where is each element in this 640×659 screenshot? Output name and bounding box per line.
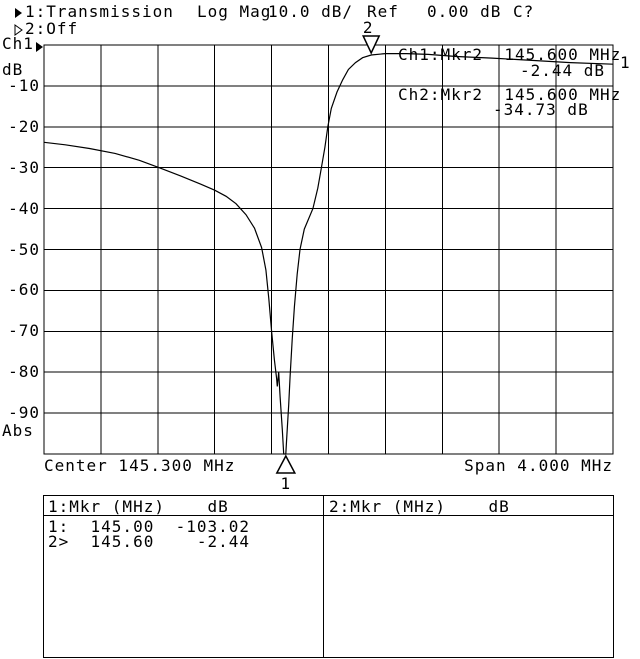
cal-status: C? [513,2,535,21]
trace1-label: 1:Transmission [25,2,174,21]
center-frequency-label: Center 145.300 MHz [44,456,236,475]
left-header-separator [44,515,323,516]
marker-table: 1:Mkr (MHz) dB 2:Mkr (MHz) dB 1: 145.00 … [43,495,614,658]
y-axis-tick-label: -90 [8,403,40,423]
trace2-label: 2:Off [25,19,79,38]
trace1-active-icon [14,6,23,22]
trace-number-label: 1 [620,53,631,72]
ref-value: 0.00 dB [427,2,502,21]
marker-table-row: 2> 145.60 -2.44 [48,532,251,551]
marker-1-label: 1 [281,474,292,493]
y-axis-tick-label: -70 [8,321,40,341]
format-label: Log Mag [197,2,272,21]
right-header-separator [324,515,613,516]
marker-table-divider [323,496,324,657]
channel-label: Ch1 [2,34,34,53]
marker-table-left-rows: 1: 145.00 -103.02 2> 145.60 -2.44 [48,517,251,551]
y-axis-tick-label: -30 [8,157,40,177]
ch2-marker-readout-line2: -34.73 dB [493,100,589,119]
marker-table-right-header: 2:Mkr (MHz) dB [329,497,510,516]
marker-2-symbol [361,35,381,55]
trace2-inactive-icon [14,23,23,39]
marker-table-row: 1: 145.00 -103.02 [48,517,251,536]
scale-per-div: 10.0 dB/ [268,2,354,21]
y-axis-tick-label: -20 [8,116,40,136]
marker-1-symbol [275,454,297,474]
ch2-marker-readout-line1: Ch2:Mkr2 145.600 MHz [398,85,622,104]
ref-label: Ref [367,2,399,21]
ref-position-icon [35,40,44,56]
ch1-marker-readout-line1: Ch1:Mkr2 145.600 MHz [398,45,622,64]
y-axis-tick-label: -80 [8,362,40,382]
y-axis-tick-label: -40 [8,198,40,218]
y-axis-tick-label: -10 [8,75,40,95]
y-axis-unit: dB [2,60,24,79]
span-label: Span 4.000 MHz [464,456,613,475]
abs-label: Abs [2,421,34,440]
y-axis-tick-label: -50 [8,239,40,259]
marker-table-left-header: 1:Mkr (MHz) dB [48,497,229,516]
y-axis-tick-label: -60 [8,280,40,300]
ch1-marker-readout-line2: -2.44 dB [520,61,606,80]
